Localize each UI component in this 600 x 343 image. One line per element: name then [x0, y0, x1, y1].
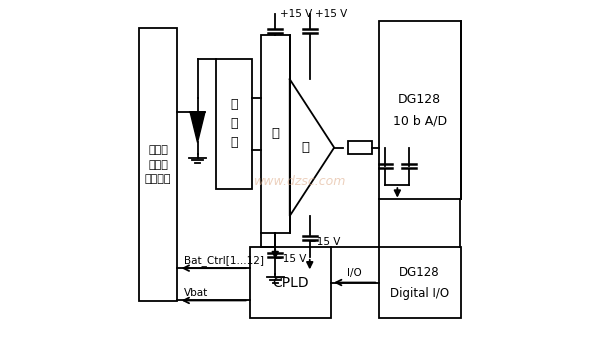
Text: +15 V: +15 V: [280, 9, 313, 19]
Bar: [217, 59, 252, 189]
Text: −15 V: −15 V: [308, 237, 340, 247]
Text: 隔: 隔: [271, 127, 279, 140]
Text: 跟
随
器: 跟 随 器: [230, 98, 238, 149]
Bar: [250, 247, 331, 318]
Text: 高压光
电隔离
开关阵列: 高压光 电隔离 开关阵列: [145, 145, 172, 185]
Text: DG128
10 b A/D: DG128 10 b A/D: [392, 93, 446, 127]
Text: DG128
Digital I/O: DG128 Digital I/O: [390, 265, 449, 299]
Text: +15 V: +15 V: [315, 9, 347, 19]
Text: Bat_Ctrl[1...12]: Bat_Ctrl[1...12]: [184, 255, 264, 266]
Bar: [139, 28, 177, 301]
Text: −15 V: −15 V: [274, 254, 306, 264]
Text: Vbat: Vbat: [184, 288, 208, 298]
Bar: [348, 141, 372, 154]
Bar: [379, 247, 461, 318]
Bar: [379, 21, 461, 199]
Text: 离: 离: [301, 141, 309, 154]
Text: www.dzsc.com: www.dzsc.com: [254, 175, 346, 188]
Text: CPLD: CPLD: [272, 275, 309, 289]
Polygon shape: [190, 112, 205, 142]
Text: I/O: I/O: [347, 268, 362, 278]
Bar: [261, 35, 290, 233]
